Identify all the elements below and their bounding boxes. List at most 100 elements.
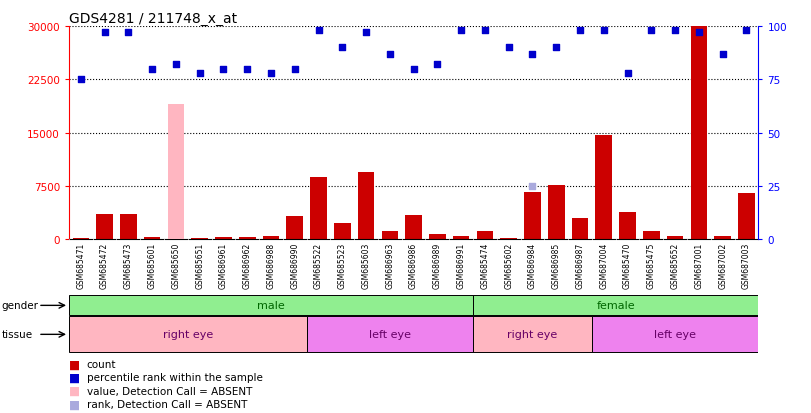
Bar: [191, 238, 208, 240]
Bar: [168, 105, 184, 240]
Bar: [595, 135, 612, 240]
Text: left eye: left eye: [654, 330, 696, 339]
Text: gender: gender: [2, 301, 39, 311]
Text: GDS4281 / 211748_x_at: GDS4281 / 211748_x_at: [69, 12, 237, 26]
Bar: [215, 237, 232, 240]
Text: GSM686963: GSM686963: [385, 242, 394, 289]
Point: [241, 66, 254, 73]
Point: [455, 28, 468, 34]
Bar: [381, 231, 398, 240]
Text: GSM685650: GSM685650: [171, 242, 180, 289]
Text: ■: ■: [69, 384, 80, 397]
Text: GSM685523: GSM685523: [338, 242, 347, 288]
Point: [75, 77, 88, 83]
Bar: [429, 235, 446, 240]
Point: [169, 62, 182, 69]
Text: GSM685471: GSM685471: [76, 242, 85, 288]
Bar: [239, 237, 255, 240]
Text: ■: ■: [69, 371, 80, 384]
Bar: [120, 214, 137, 240]
Bar: [620, 213, 636, 240]
Text: GSM686984: GSM686984: [528, 242, 537, 288]
Bar: [72, 239, 89, 240]
Text: GSM687004: GSM687004: [599, 242, 608, 289]
Bar: [548, 186, 564, 240]
Text: ■: ■: [69, 358, 80, 371]
Bar: [690, 27, 707, 240]
Text: GSM686985: GSM686985: [551, 242, 560, 288]
Bar: [738, 193, 755, 240]
Text: GSM687003: GSM687003: [742, 242, 751, 289]
Point: [502, 45, 515, 51]
Point: [645, 28, 658, 34]
Point: [621, 70, 634, 77]
Text: GSM685473: GSM685473: [124, 242, 133, 289]
Text: GSM686988: GSM686988: [267, 242, 276, 288]
Text: rank, Detection Call = ABSENT: rank, Detection Call = ABSENT: [87, 399, 247, 409]
Bar: [473, 296, 758, 316]
Point: [526, 51, 539, 58]
Text: GSM687001: GSM687001: [694, 242, 703, 288]
Bar: [97, 215, 113, 240]
Bar: [263, 237, 279, 240]
Text: right eye: right eye: [163, 330, 213, 339]
Bar: [453, 236, 470, 240]
Text: GSM685651: GSM685651: [195, 242, 204, 288]
Bar: [69, 317, 307, 352]
Text: GSM685603: GSM685603: [362, 242, 371, 289]
Bar: [714, 237, 731, 240]
Point: [146, 66, 159, 73]
Point: [740, 28, 753, 34]
Text: tissue: tissue: [2, 330, 32, 339]
Bar: [334, 224, 350, 240]
Point: [384, 51, 397, 58]
Text: percentile rank within the sample: percentile rank within the sample: [87, 373, 263, 382]
Point: [193, 70, 206, 77]
Bar: [592, 317, 758, 352]
Point: [359, 30, 372, 36]
Text: left eye: left eye: [369, 330, 411, 339]
Bar: [311, 177, 327, 240]
Bar: [69, 296, 473, 316]
Point: [478, 28, 491, 34]
Text: female: female: [596, 301, 635, 311]
Text: ■: ■: [69, 397, 80, 411]
Text: GSM686991: GSM686991: [457, 242, 466, 288]
Bar: [358, 172, 375, 240]
Text: GSM686987: GSM686987: [576, 242, 585, 288]
Text: GSM685652: GSM685652: [671, 242, 680, 288]
Bar: [307, 317, 473, 352]
Text: GSM685475: GSM685475: [647, 242, 656, 289]
Text: GSM685522: GSM685522: [314, 242, 323, 288]
Point: [550, 45, 563, 51]
Text: GSM687002: GSM687002: [718, 242, 727, 288]
Point: [217, 66, 230, 73]
Text: value, Detection Call = ABSENT: value, Detection Call = ABSENT: [87, 386, 252, 396]
Bar: [572, 218, 588, 240]
Bar: [667, 236, 684, 240]
Text: GSM686961: GSM686961: [219, 242, 228, 288]
Text: GSM686962: GSM686962: [242, 242, 251, 288]
Text: GSM685601: GSM685601: [148, 242, 157, 288]
Point: [597, 28, 610, 34]
Bar: [477, 232, 493, 240]
Bar: [500, 238, 517, 240]
Text: GSM685470: GSM685470: [623, 242, 632, 289]
Bar: [406, 216, 422, 240]
Point: [716, 51, 729, 58]
Text: GSM686986: GSM686986: [409, 242, 418, 288]
Point: [407, 66, 420, 73]
Text: right eye: right eye: [508, 330, 558, 339]
Point: [288, 66, 301, 73]
Point: [573, 28, 586, 34]
Text: male: male: [257, 301, 285, 311]
Text: GSM685472: GSM685472: [100, 242, 109, 288]
Bar: [144, 237, 161, 240]
Point: [98, 30, 111, 36]
Point: [264, 70, 277, 77]
Point: [431, 62, 444, 69]
Text: GSM685474: GSM685474: [480, 242, 489, 289]
Point: [312, 28, 325, 34]
Bar: [286, 217, 303, 240]
Point: [693, 30, 706, 36]
